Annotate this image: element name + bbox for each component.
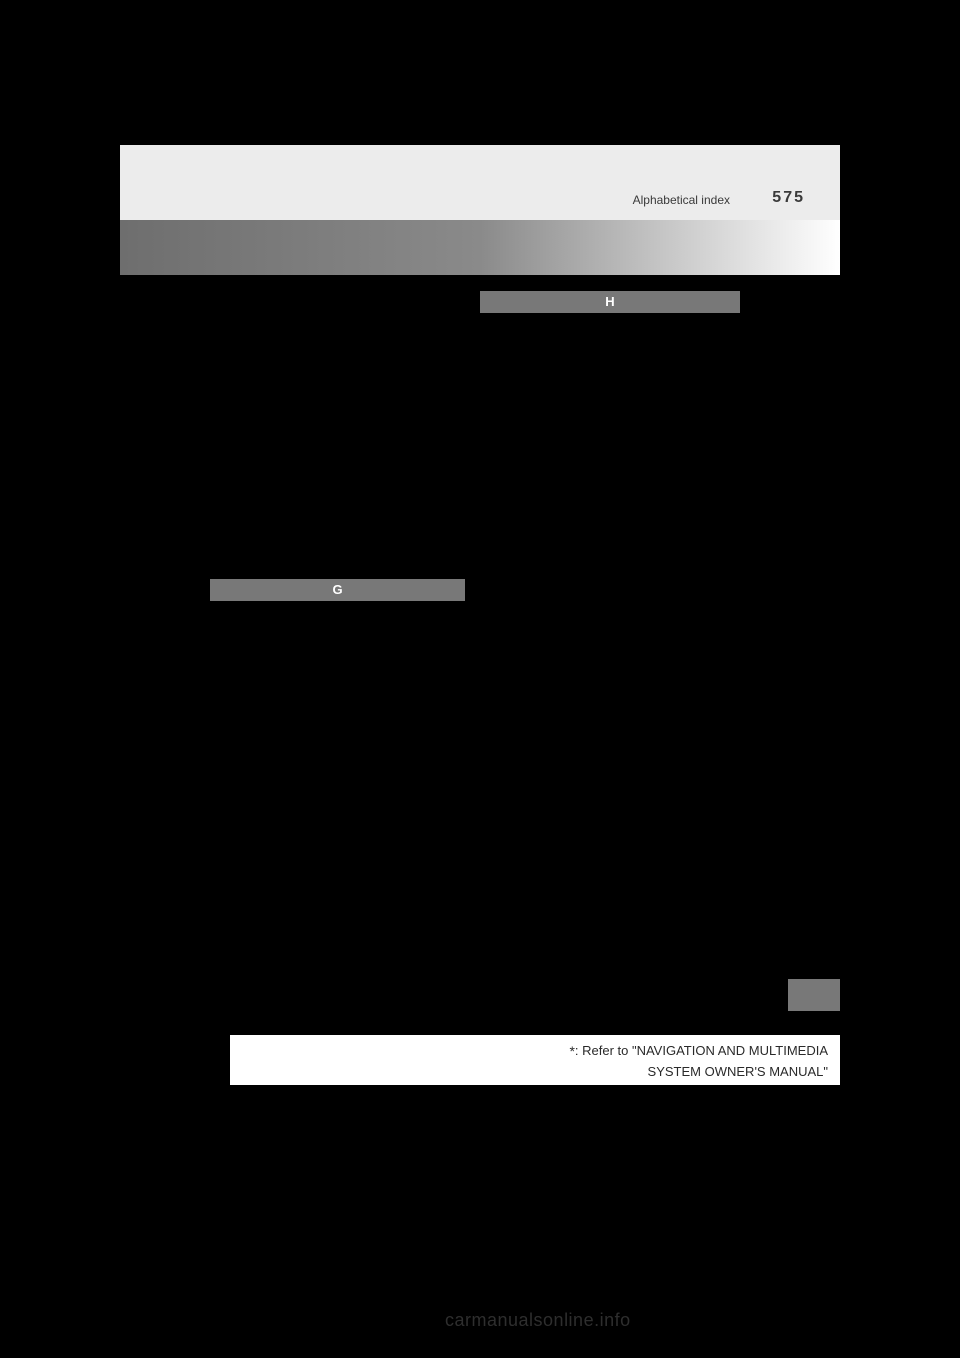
page-number: 575 [772,189,805,207]
footer-line1: : Refer to "NAVIGATION AND MULTIMEDIA [575,1043,828,1058]
section-header-h: H [480,291,740,313]
side-tab [788,979,840,1011]
gradient-band [120,220,840,275]
header-label: Alphabetical index [633,193,730,207]
footer-note: *: Refer to "NAVIGATION AND MULTIMEDIA S… [230,1035,840,1085]
page-container: Alphabetical index 575 H G *: Refer to "… [120,145,840,1125]
footer-line2: SYSTEM OWNER'S MANUAL" [648,1064,828,1079]
watermark: carmanualsonline.info [445,1310,631,1331]
section-header-g: G [210,579,465,601]
header-bar: Alphabetical index 575 [120,145,840,220]
